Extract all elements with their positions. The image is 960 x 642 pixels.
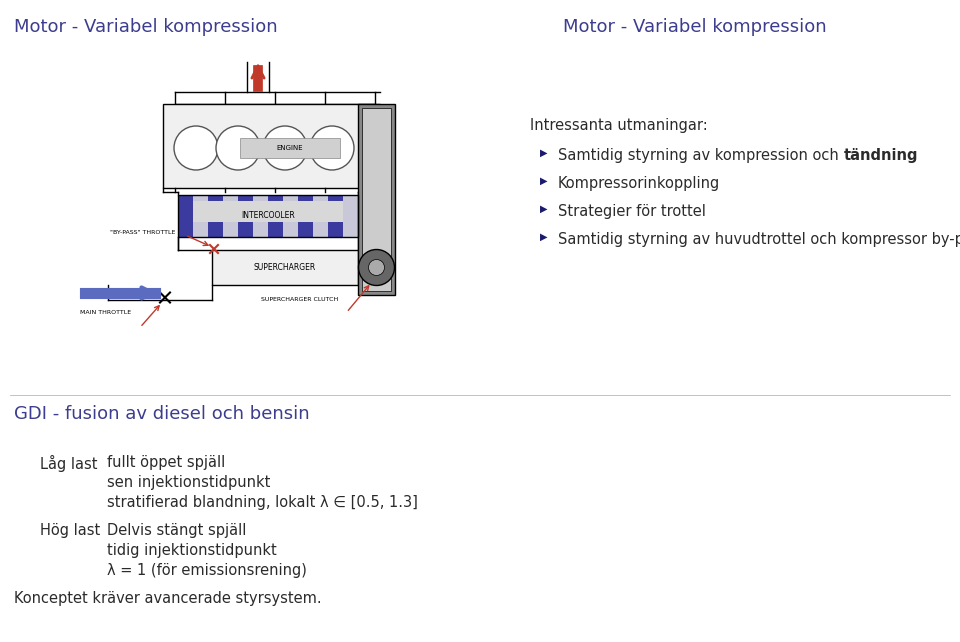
Bar xyxy=(178,195,358,237)
Bar xyxy=(343,195,358,237)
Bar xyxy=(193,202,343,222)
Bar xyxy=(253,195,268,237)
Text: tändning: tändning xyxy=(844,148,918,163)
Text: MAIN THROTTLE: MAIN THROTTLE xyxy=(80,310,132,315)
Text: Delvis stängt spjäll: Delvis stängt spjäll xyxy=(107,523,247,538)
Text: Hög last: Hög last xyxy=(40,523,100,538)
Text: sen injektionstidpunkt: sen injektionstidpunkt xyxy=(107,475,271,490)
Text: Kompressorinkoppling: Kompressorinkoppling xyxy=(558,176,720,191)
Text: ▶: ▶ xyxy=(540,176,547,186)
Text: Intressanta utmaningar:: Intressanta utmaningar: xyxy=(530,118,708,133)
Circle shape xyxy=(369,259,385,275)
Bar xyxy=(240,138,340,158)
Text: λ = 1 (för emissionsrening): λ = 1 (för emissionsrening) xyxy=(107,563,307,578)
Text: Konceptet kräver avancerade styrsystem.: Konceptet kräver avancerade styrsystem. xyxy=(14,591,322,606)
Bar xyxy=(362,108,391,291)
Bar xyxy=(163,104,380,188)
Text: INTERCOOLER: INTERCOOLER xyxy=(241,211,295,220)
Bar xyxy=(298,195,313,237)
Text: Motor - Variabel kompression: Motor - Variabel kompression xyxy=(14,18,277,36)
Text: GDI - fusion av diesel och bensin: GDI - fusion av diesel och bensin xyxy=(14,405,310,423)
Text: Samtidig styrning av huvudtrottel och kompressor by-pass: Samtidig styrning av huvudtrottel och ko… xyxy=(558,232,960,247)
Bar xyxy=(328,195,343,237)
Bar xyxy=(358,104,395,295)
Bar xyxy=(283,195,298,237)
Circle shape xyxy=(310,126,354,170)
Text: SUPERCHARGER: SUPERCHARGER xyxy=(253,263,316,272)
Bar xyxy=(193,195,208,237)
Text: "BY-PASS" THROTTLE: "BY-PASS" THROTTLE xyxy=(109,229,175,234)
Bar xyxy=(178,195,193,237)
Bar xyxy=(268,195,283,237)
Circle shape xyxy=(263,126,307,170)
Text: ENGINE: ENGINE xyxy=(276,145,303,151)
Text: ▶: ▶ xyxy=(540,204,547,214)
Text: Samtidig styrning av kompression och: Samtidig styrning av kompression och xyxy=(558,148,844,163)
Text: Motor - Variabel kompression: Motor - Variabel kompression xyxy=(564,18,827,36)
Text: stratifierad blandning, lokalt λ ∈ [0.5, 1.3]: stratifierad blandning, lokalt λ ∈ [0.5,… xyxy=(107,495,418,510)
Text: ▶: ▶ xyxy=(540,232,547,242)
Bar xyxy=(238,195,253,237)
Text: ▶: ▶ xyxy=(540,148,547,158)
Circle shape xyxy=(216,126,260,170)
Text: fullt öppet spjäll: fullt öppet spjäll xyxy=(107,455,226,470)
Circle shape xyxy=(174,126,218,170)
Text: Låg last: Låg last xyxy=(40,455,98,472)
Text: Strategier för trottel: Strategier för trottel xyxy=(558,204,706,219)
Bar xyxy=(212,250,358,285)
Circle shape xyxy=(358,250,395,286)
Bar xyxy=(208,195,223,237)
Bar xyxy=(313,195,328,237)
Bar xyxy=(223,195,238,237)
Text: tidig injektionstidpunkt: tidig injektionstidpunkt xyxy=(107,543,276,558)
Text: SUPERCHARGER CLUTCH: SUPERCHARGER CLUTCH xyxy=(261,297,339,302)
